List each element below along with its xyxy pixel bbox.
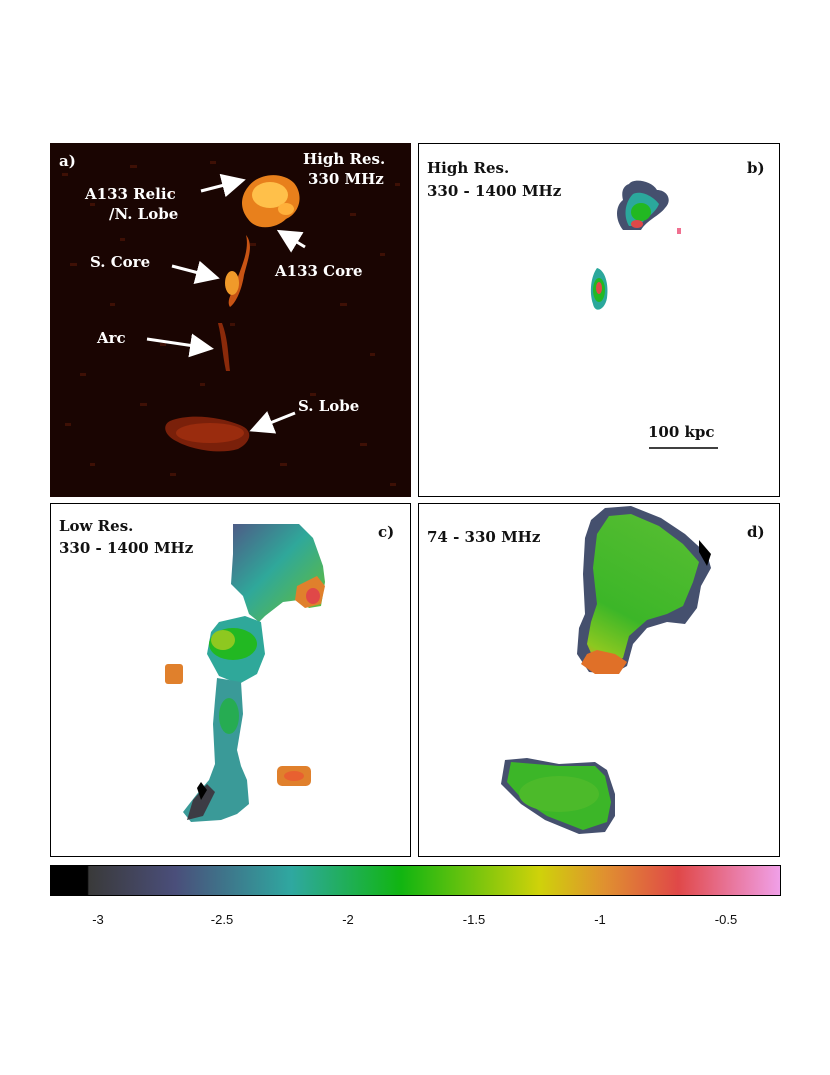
panel-d-title: 74 - 330 MHz [427, 528, 541, 546]
colorbar [50, 865, 781, 896]
panel-c-tag: c) [378, 523, 395, 541]
panel-a-title-line2: 330 MHz [308, 170, 384, 188]
panel-a-arrows [146, 173, 306, 434]
arrow-s-lobe [249, 411, 296, 434]
panel-d-spectral-index: 74 - 330 MHz d) [418, 503, 780, 857]
panel-d-tag: d) [747, 523, 765, 541]
panel-b-tag: b) [747, 159, 765, 177]
panel-b-title-line2: 330 - 1400 MHz [427, 182, 562, 200]
label-a133-relic: A133 Relic [85, 185, 176, 203]
panel-b-title-line1: High Res. [427, 159, 510, 177]
label-a133-core: A133 Core [275, 262, 363, 280]
panel-c-spectral-index: Low Res. 330 - 1400 MHz c) [50, 503, 411, 857]
label-arc: Arc [97, 329, 126, 347]
colorbar-tick: -0.5 [714, 912, 738, 927]
label-north-lobe: /N. Lobe [109, 205, 179, 223]
panel-a-title-line1: High Res. [303, 150, 386, 168]
panel-b-spectral-index: High Res. 330 - 1400 MHz b) 100 kpc [418, 143, 780, 497]
colorbar-tick: -1 [594, 912, 606, 927]
label-s-lobe: S. Lobe [298, 397, 360, 415]
colorbar-tick: -2 [342, 912, 354, 927]
arrow-s-core [171, 260, 220, 285]
arrow-relic [200, 173, 246, 198]
colorbar-tick: -2.5 [210, 912, 234, 927]
arrow-core [276, 229, 306, 253]
scale-bar-label: 100 kpc [648, 423, 715, 441]
panel-a-tag: a) [59, 152, 76, 170]
colorbar-tick: -3 [92, 912, 104, 927]
colorbar-tick: -1.5 [462, 912, 486, 927]
label-s-core: S. Core [90, 253, 151, 271]
panel-a-radio-image: a) High Res. 330 MHz A133 Relic /N. Lobe… [50, 143, 411, 497]
panel-c-title-line1: Low Res. [59, 517, 134, 535]
arrow-arc [146, 333, 214, 358]
panel-c-title-line2: 330 - 1400 MHz [59, 539, 194, 557]
